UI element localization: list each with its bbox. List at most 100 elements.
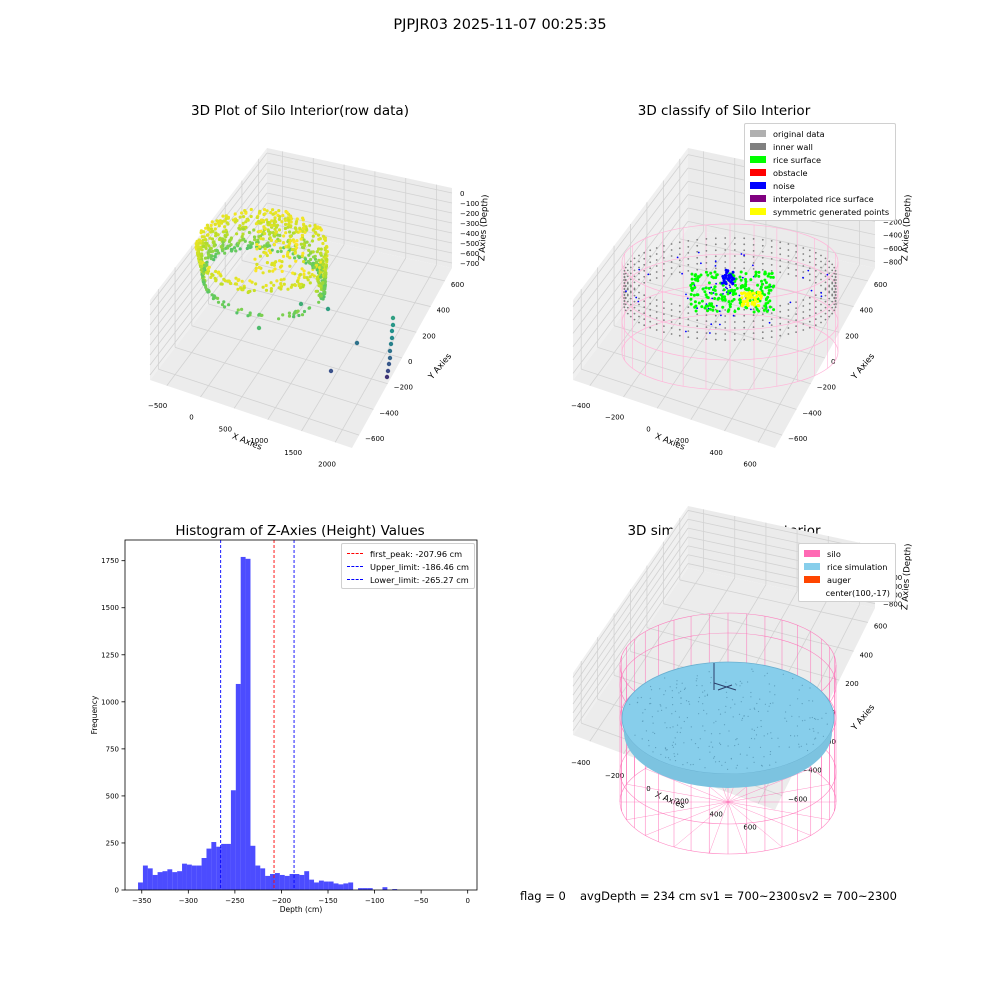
p1-point [203, 266, 207, 271]
p1-point [279, 278, 283, 282]
p2-wall-point [687, 252, 690, 254]
legend-label: original data [773, 128, 825, 139]
p2-wall-point [743, 320, 746, 323]
p1-point [216, 233, 220, 237]
p4-rice-point [634, 734, 636, 736]
p1-point [263, 227, 267, 231]
p2-rice-point [694, 309, 698, 313]
p1-point [313, 223, 317, 227]
p2-rice-point [690, 277, 694, 281]
p2-rice-point [771, 275, 775, 279]
p2-rice-point [710, 291, 713, 295]
p4-rice-point [735, 683, 737, 685]
p1-point [263, 247, 267, 251]
p1-point [264, 251, 268, 255]
p1-point [274, 230, 278, 234]
p2-rice-point [744, 280, 748, 284]
p2-wall-point [828, 272, 831, 275]
p1-point [290, 247, 294, 252]
p2-wall-point [638, 309, 640, 312]
p1-point [210, 272, 214, 276]
p2-rice-point [768, 299, 772, 303]
p1-point [242, 215, 246, 219]
p2-wall-point [663, 331, 665, 333]
p1-point [302, 223, 306, 227]
p1-point [288, 264, 292, 268]
p2-wall-point [655, 311, 658, 313]
p4-rice-point [794, 735, 796, 737]
p4-rice-point [704, 690, 706, 692]
p4-rice-point [750, 737, 753, 740]
p2-rice-point [691, 282, 695, 285]
p4-rice-point [710, 741, 712, 743]
p2-rice-point [703, 306, 707, 310]
p2-wall-point [833, 284, 836, 287]
p2-wall-point [629, 309, 632, 312]
p4-silo-spoke [709, 801, 729, 854]
p2-wall-point [743, 308, 746, 311]
p2-wall-point [795, 307, 797, 309]
p4-rice-point [666, 749, 668, 751]
p3-bar [240, 556, 246, 890]
p2-wall-point [808, 320, 811, 323]
p4-ylabel: Y Axies [849, 702, 877, 733]
p2-wall-point [687, 240, 690, 242]
p2-wall-point [663, 257, 665, 259]
p2-wall-point [623, 299, 626, 302]
p2-wall-point [831, 275, 834, 278]
p2-rice-point [749, 278, 753, 282]
p4-rice-point [772, 702, 774, 704]
p2-wall-point [761, 319, 764, 322]
p4-rice-point [672, 741, 674, 743]
p2-wall-point [633, 306, 636, 309]
p4-rice-point [764, 675, 766, 677]
p1-ylabel: Y Axies [426, 351, 454, 382]
p4-rice-point [747, 681, 749, 683]
p4-rice-point [659, 688, 661, 690]
p2-wall-point [814, 257, 817, 260]
p2-rice-point [704, 286, 708, 290]
p1-point [268, 236, 272, 240]
p3-bar [362, 888, 368, 890]
p1-point [389, 335, 395, 341]
p2-noise-point [720, 281, 724, 285]
p2-noise-point [719, 323, 721, 326]
p4-rice-point [809, 728, 811, 730]
p4-silo-spoke [727, 768, 811, 803]
p1-point [289, 239, 293, 243]
p2-rice-point [708, 307, 712, 311]
p1-point [242, 286, 246, 290]
p1-point [278, 265, 283, 269]
p4-rice-point [790, 735, 792, 737]
p2-wall-point [795, 263, 797, 265]
p2-wall-point [633, 281, 636, 284]
p1-point [310, 273, 314, 277]
p4-rice-point [725, 691, 728, 693]
p4-rice-point [736, 738, 738, 740]
p2-wall-point [733, 237, 736, 239]
p1-point [276, 250, 280, 254]
p2-wall-point [820, 254, 822, 257]
p4-rice-point [674, 737, 676, 739]
p4-rice-point [649, 697, 651, 699]
p2-wall-point [714, 267, 717, 270]
p4-rice-point [676, 683, 678, 685]
p3-bar [191, 865, 197, 890]
p4-rice-point [704, 767, 706, 769]
p2-wall-point [828, 309, 831, 312]
p4-rice-point [760, 725, 762, 728]
p1-point [233, 212, 237, 216]
p4-rice-point [720, 743, 722, 746]
p2-noise-point [750, 308, 752, 311]
p4-rice-point [712, 746, 714, 748]
p1-point [302, 309, 307, 314]
p1-point [240, 235, 244, 239]
p1-point [223, 251, 227, 255]
p2-wall-point [696, 262, 699, 265]
p1-point [313, 257, 318, 261]
p2-rice-point [706, 296, 710, 300]
p2-wall-point [828, 284, 831, 287]
p1-point [266, 220, 270, 224]
p2-ztick: −400 [883, 232, 902, 240]
p1-point [220, 221, 224, 225]
